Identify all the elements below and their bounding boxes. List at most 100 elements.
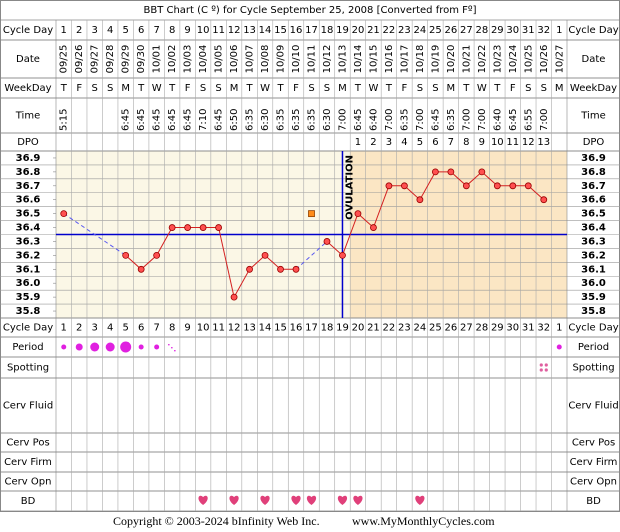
y-tick-label: 35.9 — [16, 292, 41, 303]
temp-point — [292, 265, 300, 273]
time: 6:45 — [136, 109, 147, 131]
time: 7:00 — [539, 109, 550, 131]
weekday: M — [447, 83, 456, 94]
temp-point — [215, 224, 222, 231]
gap-line — [63, 213, 126, 256]
cycle-day: 22 — [383, 323, 396, 334]
y-tick-label: 36.1 — [581, 264, 606, 275]
weekday: S — [215, 83, 221, 94]
discarded-temp — [308, 210, 315, 218]
cycle-day: 16 — [290, 323, 303, 334]
time: 6:35 — [291, 109, 302, 131]
date: 09/27 — [90, 45, 101, 74]
bd-heart — [415, 495, 425, 505]
weekday: M — [338, 83, 347, 94]
cycle-day: 16 — [290, 25, 303, 36]
time: 6:40 — [368, 109, 379, 131]
y-tick-label: 36.6 — [581, 195, 606, 206]
date: 10/25 — [523, 45, 534, 74]
time: 6:45 — [214, 109, 225, 131]
temp-point — [385, 182, 393, 190]
date: 09/28 — [105, 45, 116, 74]
date: 10/26 — [539, 45, 550, 74]
date: 10/18 — [415, 45, 426, 74]
temp-point — [230, 293, 238, 301]
y-tick-label: 35.8 — [16, 306, 41, 317]
weekday: F — [402, 83, 408, 94]
date: 10/10 — [291, 45, 302, 74]
cycle-day: 30 — [506, 323, 519, 334]
date: 10/23 — [492, 45, 503, 74]
row-label: Period — [578, 342, 609, 353]
dpo: 5 — [417, 137, 423, 148]
weekday: S — [525, 83, 531, 94]
date: 10/14 — [353, 45, 364, 74]
temp-point — [540, 196, 548, 204]
date: 10/17 — [399, 45, 410, 74]
cycle-day: 23 — [398, 25, 411, 36]
weekday: T — [276, 83, 284, 94]
date: 10/11 — [307, 45, 318, 74]
weekday: M — [555, 83, 564, 94]
row-label: DPO — [17, 137, 39, 148]
date: 09/30 — [136, 45, 147, 74]
row-label: BD — [586, 496, 601, 507]
cycle-day: 28 — [475, 323, 488, 334]
temp-point — [153, 251, 161, 259]
date: 10/22 — [477, 45, 488, 74]
dpo: 3 — [386, 137, 392, 148]
dpo: 6 — [432, 137, 438, 148]
ovulation-label: OVULATION — [344, 155, 355, 220]
temp-point — [478, 168, 486, 176]
temp-point — [401, 182, 408, 190]
weekday: S — [107, 83, 113, 94]
y-tick-label: 36.2 — [16, 250, 41, 261]
cycle-day: 19 — [336, 323, 349, 334]
cycle-day: 9 — [184, 25, 190, 36]
row-label: Cycle Day — [3, 25, 53, 36]
cycle-day: 26 — [444, 25, 457, 36]
temp-point — [462, 182, 470, 190]
temp-point — [137, 265, 145, 273]
cycle-day: 10 — [197, 323, 210, 334]
cycle-day: 15 — [274, 323, 287, 334]
cycle-day: 1 — [556, 25, 562, 36]
cycle-day: 12 — [228, 25, 241, 36]
cycle-day: 24 — [414, 25, 427, 36]
time: 6:35 — [307, 109, 318, 131]
weekday: M — [230, 83, 239, 94]
bd-heart — [337, 495, 348, 505]
weekday: S — [324, 83, 330, 94]
time: 6:45 — [152, 109, 163, 131]
row-label: Time — [15, 111, 40, 122]
period-dot — [75, 343, 83, 351]
row-label: Cerv Pos — [572, 438, 615, 449]
time: 6:45 — [121, 109, 132, 131]
y-tick-label: 36.5 — [581, 209, 606, 220]
cycle-day: 1 — [61, 25, 67, 36]
period-spot — [168, 344, 176, 352]
date: 10/21 — [461, 45, 472, 74]
cycle-day: 25 — [429, 25, 442, 36]
dpo: 11 — [506, 137, 519, 148]
bd-heart — [291, 495, 301, 505]
time: 7:00 — [415, 109, 426, 131]
y-tick-label: 36.2 — [581, 250, 606, 261]
weekday: S — [92, 83, 98, 94]
y-tick-label: 36.3 — [16, 236, 41, 247]
row-label: Time — [580, 111, 605, 122]
y-tick-label: 36.3 — [581, 236, 606, 247]
weekday: F — [293, 83, 299, 94]
bd-heart — [353, 495, 363, 505]
temp-point — [416, 196, 424, 204]
temp-line — [125, 227, 297, 299]
row-label: Cerv Opn — [570, 477, 617, 488]
temp-point — [524, 182, 532, 190]
dpo: 12 — [522, 137, 535, 148]
row-label: Cerv Opn — [5, 477, 52, 488]
cycle-day: 11 — [212, 323, 225, 334]
date: 09/26 — [74, 45, 85, 74]
y-tick-label: 36.8 — [16, 167, 41, 178]
temp-point — [60, 210, 68, 218]
temp-point — [261, 251, 269, 259]
